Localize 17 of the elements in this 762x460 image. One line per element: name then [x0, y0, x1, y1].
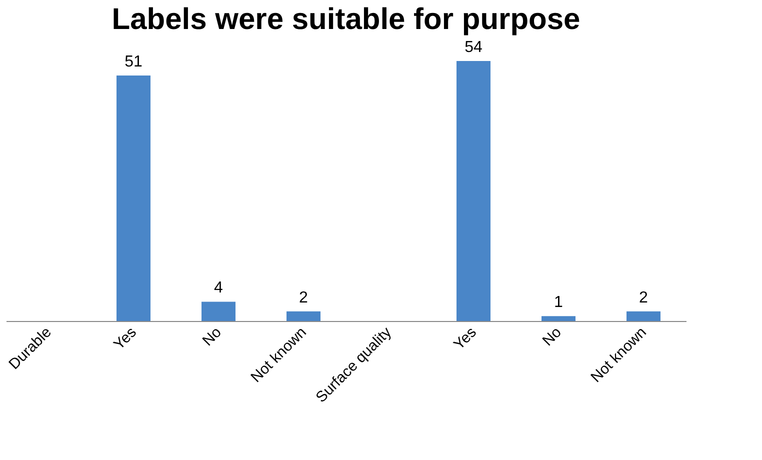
- x-tick-label: Yes: [450, 324, 480, 354]
- bar: [286, 311, 320, 321]
- data-label: 1: [554, 294, 564, 312]
- bar: [202, 302, 236, 321]
- bar: [456, 61, 490, 321]
- chart-title: Labels were suitable for purpose: [112, 3, 580, 36]
- x-tick-label: No: [199, 324, 225, 350]
- bar: [626, 311, 660, 321]
- data-label: 2: [639, 289, 648, 306]
- bar: [542, 316, 576, 321]
- bar: [116, 75, 150, 321]
- x-tick-label: Yes: [110, 324, 140, 354]
- data-label: 2: [299, 289, 308, 306]
- x-tick-label: No: [539, 324, 565, 350]
- data-label: 54: [464, 39, 482, 56]
- data-label: 4: [214, 280, 224, 297]
- data-label: 51: [124, 53, 142, 70]
